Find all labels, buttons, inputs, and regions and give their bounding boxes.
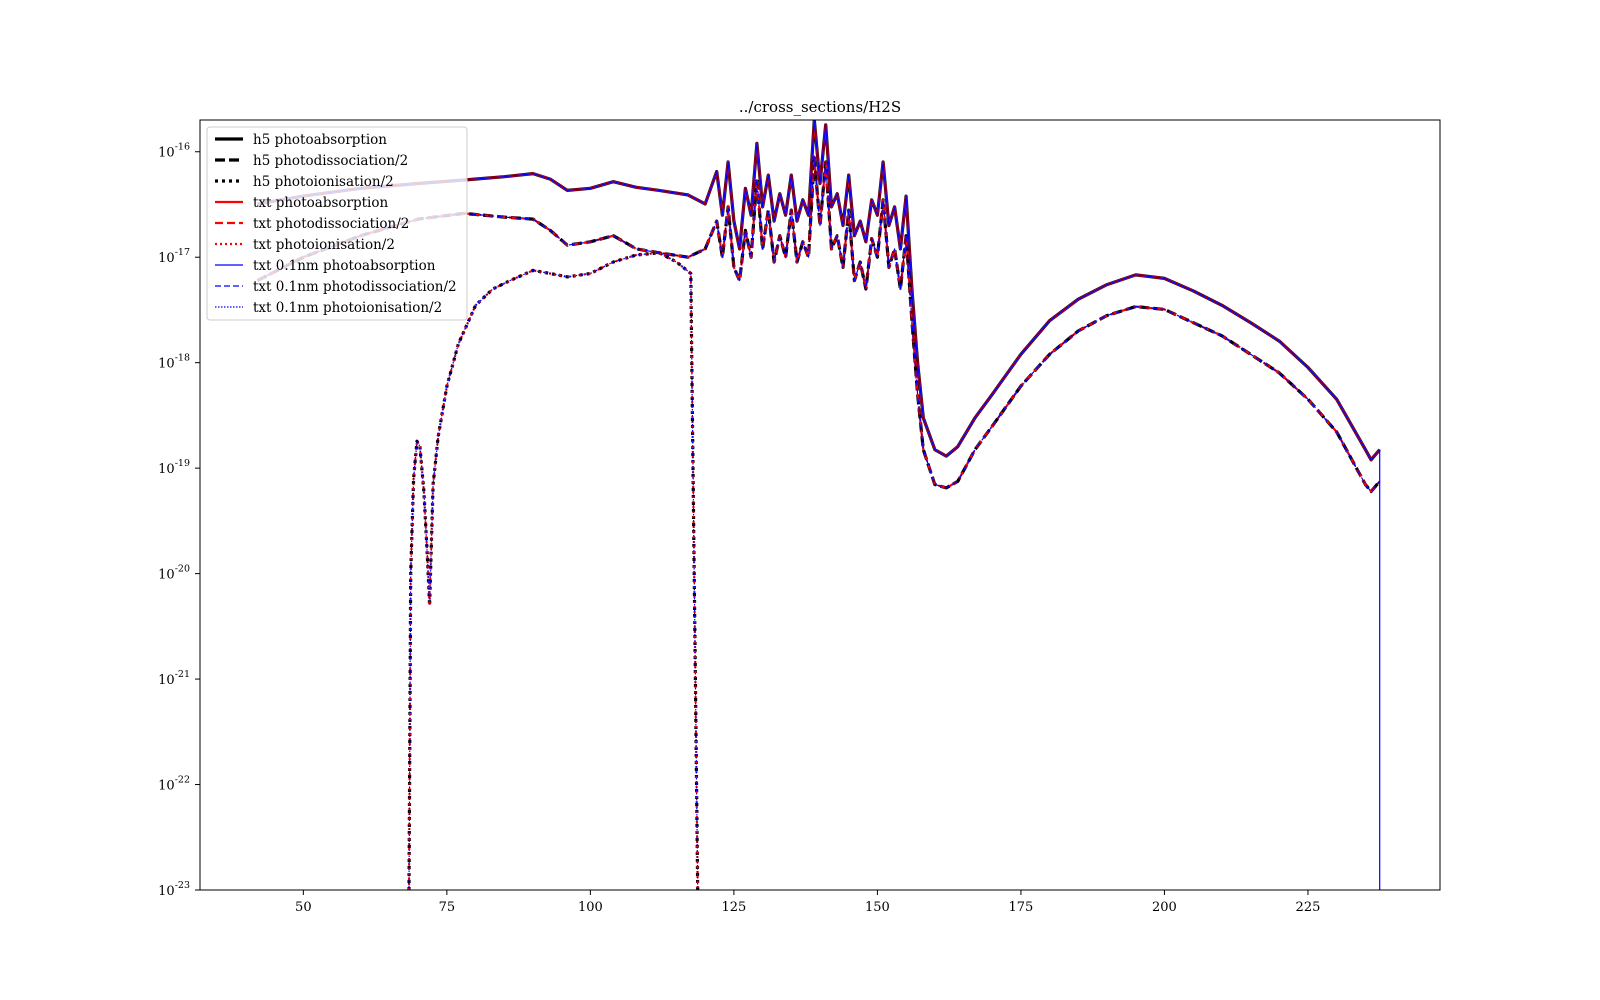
x-tick-label: 175 — [1009, 900, 1034, 915]
legend-label: txt photoabsorption — [253, 195, 388, 211]
y-tick-label: 10-20 — [158, 564, 190, 583]
y-tick-label: 10-17 — [158, 247, 190, 266]
legend-label: txt 0.1nm photoionisation/2 — [253, 300, 442, 316]
x-tick-label: 50 — [295, 900, 312, 915]
legend-label: txt 0.1nm photodissociation/2 — [253, 279, 457, 295]
x-tick-label: 125 — [721, 900, 746, 915]
y-tick-label: 10-21 — [158, 669, 190, 688]
chart-title: ../cross_sections/H2S — [739, 98, 901, 116]
y-tick-label: 10-23 — [158, 880, 190, 899]
legend-label: txt photoionisation/2 — [253, 237, 395, 253]
series-layer — [256, 120, 1381, 890]
y-tick-label: 10-19 — [158, 458, 190, 477]
y-axis: 10-23 10-22 10-21 10-20 10-19 10-18 10-17 10-16 — [158, 142, 200, 899]
y-tick-label: 10-16 — [158, 142, 190, 161]
x-tick-label: 75 — [439, 900, 456, 915]
series-line-txt-0-1nm-photoionisation-2 — [408, 252, 699, 890]
legend-frame — [206, 126, 468, 321]
legend-label: h5 photoionisation/2 — [253, 174, 394, 190]
legend-label: h5 photoabsorption — [253, 132, 387, 148]
legend-label: txt 0.1nm photoabsorption — [253, 258, 436, 274]
y-tick-label: 10-18 — [158, 353, 190, 372]
x-tick-label: 100 — [578, 900, 603, 915]
series-line-txt-0-1nm-photoabsorption — [257, 120, 1381, 461]
series-line-h5-photoionisation-2 — [407, 251, 700, 890]
x-tick-label: 150 — [865, 900, 890, 915]
legend: h5 photoabsorption h5 photodissociation/2… — [206, 126, 468, 321]
x-tick-label: 225 — [1296, 900, 1321, 915]
legend-label: txt photodissociation/2 — [253, 216, 409, 232]
x-axis: 50 75 100 125 150 175 200 225 — [295, 890, 1320, 915]
x-tick-label: 200 — [1152, 900, 1177, 915]
y-tick-label: 10-22 — [158, 775, 190, 794]
legend-label: h5 photodissociation/2 — [253, 153, 408, 169]
plot-frame — [199, 119, 1441, 891]
series-line-txt-photoionisation-2 — [407, 251, 699, 890]
